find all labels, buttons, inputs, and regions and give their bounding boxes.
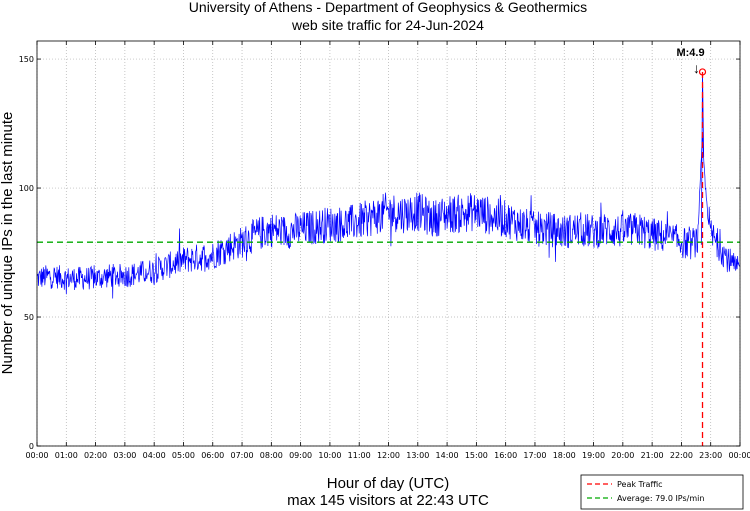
x-tick-label: 12:00 — [377, 451, 400, 460]
y-tick-label: 0 — [29, 442, 34, 451]
chart-subtitle: web site traffic for 24-Jun-2024 — [291, 17, 484, 33]
x-tick-label: 07:00 — [231, 451, 254, 460]
x-tick-label: 00:00 — [25, 451, 48, 460]
legend-box — [580, 474, 744, 510]
y-tick-label: 100 — [19, 184, 34, 193]
x-tick-label: 00:00 — [728, 451, 750, 460]
x-tick-label: 02:00 — [84, 451, 107, 460]
y-tick-label: 50 — [24, 313, 34, 322]
x-tick-label: 10:00 — [318, 451, 341, 460]
peak-arrow: ↓ — [693, 60, 700, 76]
x-tick-label: 22:00 — [670, 451, 693, 460]
legend-average-label: Average: 79.0 IPs/min — [617, 494, 704, 503]
x-axis-ticks: 00:00 01:00 02:00 03:00 04:00 05:00 06:00 07:00… — [25, 41, 750, 460]
chart-title: University of Athens - Department of Geo… — [189, 0, 587, 15]
series-line-0 — [36, 133, 740, 299]
x-tick-label: 15:00 — [465, 451, 488, 460]
x-tick-label: 13:00 — [406, 451, 429, 460]
x-tick-label: 14:00 — [436, 451, 459, 460]
y-tick-label: 150 — [19, 55, 34, 64]
x-tick-label: 06:00 — [201, 451, 224, 460]
x-axis-label: Hour of day (UTC) — [327, 475, 450, 492]
x-axis-sublabel: max 145 visitors at 22:43 UTC — [287, 492, 489, 509]
legend-peak-label: Peak Traffic — [617, 480, 663, 489]
x-tick-label: 18:00 — [553, 451, 576, 460]
x-tick-label: 08:00 — [260, 451, 283, 460]
x-tick-label: 16:00 — [494, 451, 517, 460]
peak-group: M:4.9 ↓ — [676, 47, 707, 446]
x-tick-label: 03:00 — [113, 451, 136, 460]
x-tick-label: 05:00 — [172, 451, 195, 460]
x-tick-label: 19:00 — [582, 451, 605, 460]
x-tick-label: 17:00 — [523, 451, 546, 460]
x-tick-label: 09:00 — [289, 451, 312, 460]
x-tick-label: 23:00 — [699, 451, 722, 460]
x-tick-label: 01:00 — [55, 451, 78, 460]
x-tick-label: 11:00 — [348, 451, 371, 460]
legend: Peak Traffic Average: 79.0 IPs/min — [580, 474, 744, 510]
x-tick-label: 21:00 — [641, 451, 664, 460]
x-tick-label: 20:00 — [611, 451, 634, 460]
x-tick-label: 04:00 — [143, 451, 166, 460]
peak-label: M:4.9 — [676, 47, 704, 59]
y-axis-label: Number of unique IPs in the last minute — [0, 112, 16, 375]
peak-marker — [698, 68, 707, 76]
grid-lines — [36, 41, 741, 447]
y-axis-ticks: 0 50 100 150 — [19, 55, 740, 451]
